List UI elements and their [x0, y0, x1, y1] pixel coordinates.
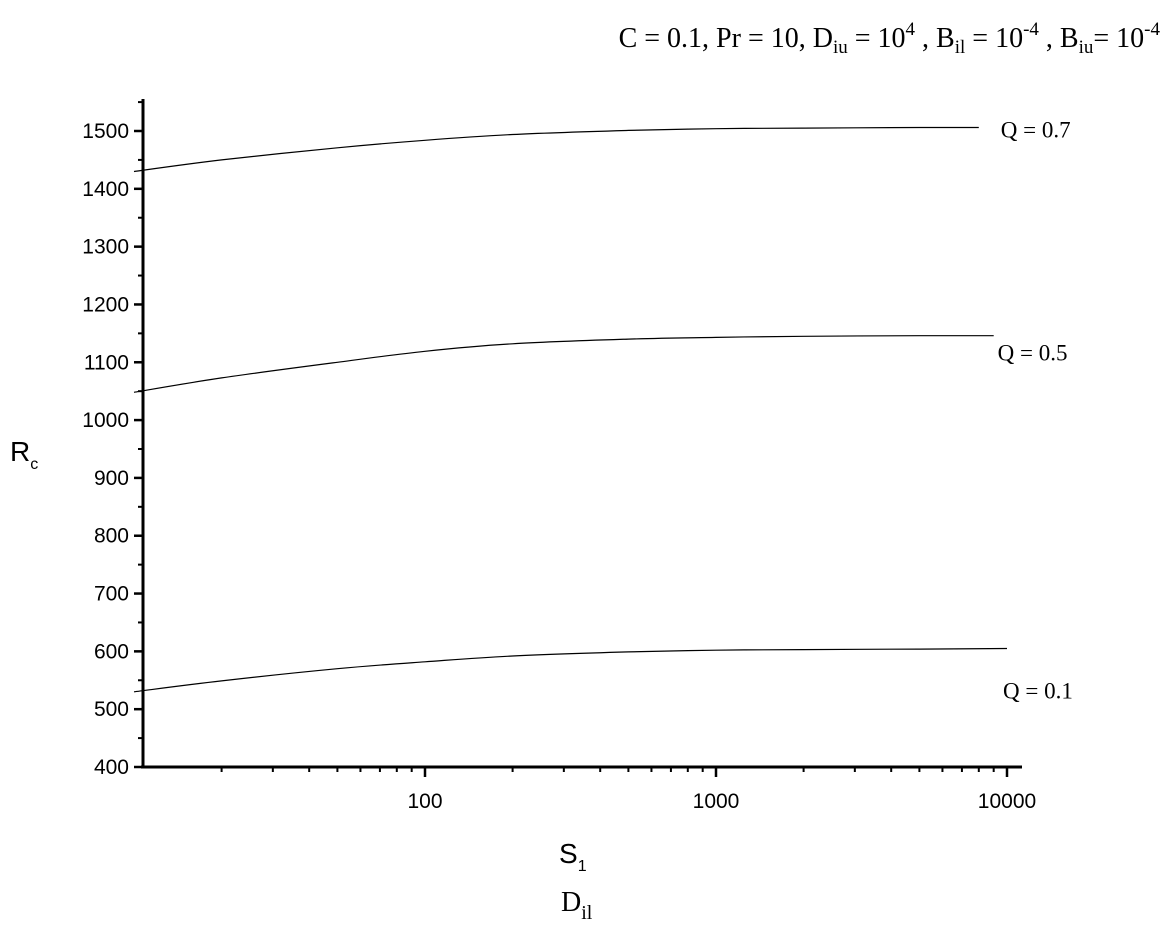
- y-tick-label: 1200: [82, 293, 129, 316]
- x-axis-title: S1: [559, 838, 587, 875]
- chart-header-part: -4: [1023, 19, 1039, 40]
- y-tick-label: 800: [94, 525, 129, 548]
- series-label: Q = 0.5: [998, 341, 1068, 366]
- y-tick-label: 400: [94, 756, 129, 779]
- chart-header-part: = 10: [1093, 23, 1144, 54]
- series-line: [133, 335, 994, 393]
- chart-header-part: -4: [1144, 19, 1160, 40]
- y-tick-label: 1500: [82, 120, 129, 143]
- y-tick-label: 1100: [84, 351, 129, 374]
- x-tick-label: 100: [407, 790, 442, 813]
- y-tick-label: 1000: [82, 409, 129, 432]
- chart-header: C = 0.1, Pr = 10, Diu = 104 , Bil = 10-4…: [619, 19, 1161, 58]
- x-tick-label: 1000: [693, 790, 740, 813]
- series-label: Q = 0.1: [1003, 678, 1073, 703]
- y-tick-label: 1300: [82, 236, 129, 259]
- chart-header-part: 4: [906, 19, 916, 40]
- y-ticks: 400 500 600 700 800 900 1000 1100 1200 1300 1400 15…: [82, 101, 143, 779]
- series-line: [133, 647, 1008, 693]
- axes: [141, 99, 1022, 769]
- y-tick-label: 700: [94, 583, 129, 606]
- chart-header-part: , B: [915, 23, 955, 54]
- y-tick-label: 900: [94, 467, 129, 490]
- curves: [133, 126, 1008, 693]
- chart-header-part: = 10: [965, 23, 1023, 54]
- x-ticks: 100 1000 10000: [220, 767, 1036, 813]
- x-tick-label: 10000: [978, 790, 1036, 813]
- series-labels: Q = 0.7 Q = 0.5 Q = 0.1: [998, 118, 1073, 704]
- chart-header-part: il: [955, 37, 966, 58]
- y-tick-label: 600: [94, 640, 129, 663]
- y-tick-label: 500: [94, 698, 129, 721]
- y-tick-label: 1400: [82, 178, 129, 201]
- chart-header-part: C = 0.1, Pr = 10, D: [619, 23, 833, 54]
- chart-header-part: iu: [1079, 37, 1094, 58]
- chart-header-part: = 10: [848, 23, 906, 54]
- y-axis-title: Rc: [10, 436, 38, 473]
- series-line: [133, 126, 979, 173]
- chart-header-part: , B: [1039, 23, 1079, 54]
- series-label: Q = 0.7: [1001, 118, 1071, 143]
- chart-caption: Dil: [561, 887, 593, 924]
- chart-header-part: iu: [833, 37, 848, 58]
